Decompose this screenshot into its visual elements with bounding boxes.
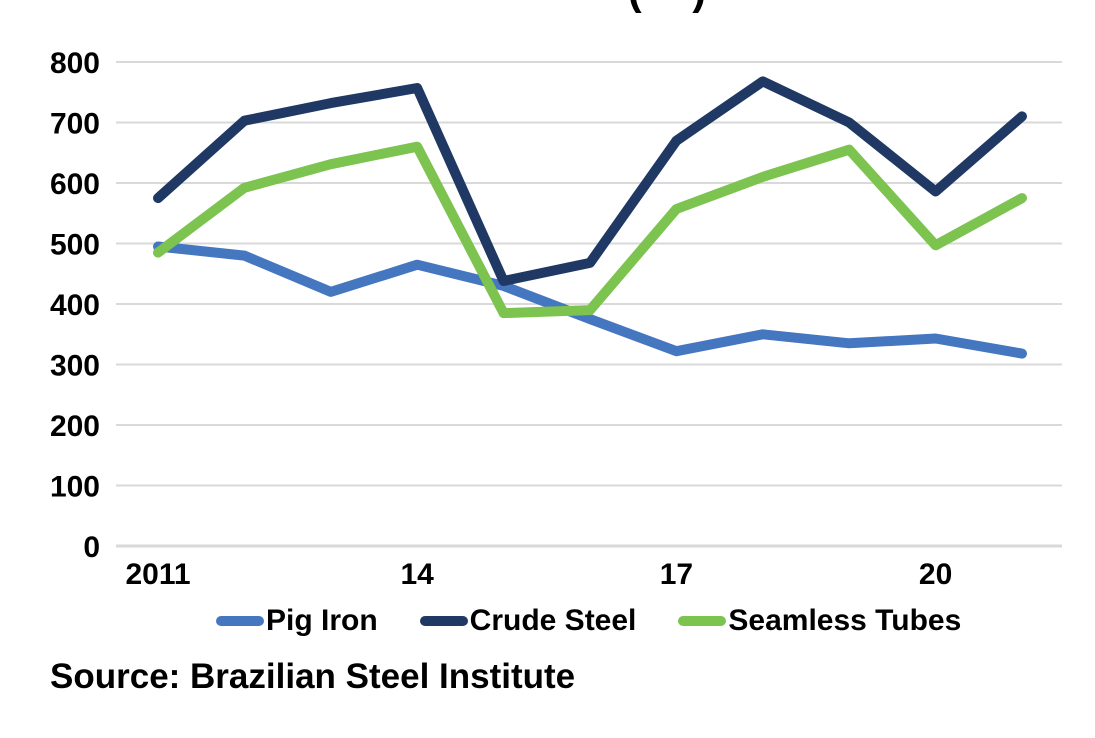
title-paren-close: ) bbox=[692, 0, 706, 13]
title-paren-open: ( bbox=[628, 0, 642, 13]
y-axis-tick-label: 500 bbox=[50, 229, 100, 262]
legend-item-pig-iron: Pig Iron bbox=[216, 604, 378, 638]
x-axis-tick-label: 14 bbox=[401, 558, 435, 591]
source-attribution: Source: Brazilian Steel Institute bbox=[50, 657, 576, 696]
pig-iron-swatch-icon bbox=[216, 616, 264, 626]
seamless-tubes-swatch-icon bbox=[678, 616, 727, 626]
y-axis-tick-label: 800 bbox=[50, 47, 100, 80]
legend-item-crude-steel: Crude Steel bbox=[419, 604, 637, 638]
x-axis-tick-label: 2011 bbox=[125, 558, 190, 591]
chart-title-clipped: ( ) bbox=[628, 0, 706, 13]
y-axis-tick-label: 400 bbox=[50, 289, 100, 322]
legend-label-pig-iron: Pig Iron bbox=[266, 604, 378, 637]
pig-iron-line bbox=[153, 241, 1027, 359]
y-axis-tick-label: 200 bbox=[50, 410, 100, 443]
y-axis-tick-label: 0 bbox=[83, 531, 100, 564]
chart-legend: Pig Iron Crude Steel Seamless Tubes bbox=[216, 602, 961, 640]
y-axis-tick-label: 600 bbox=[50, 168, 100, 201]
x-axis-tick-label: 20 bbox=[919, 558, 952, 591]
legend-label-crude-steel: Crude Steel bbox=[469, 604, 637, 637]
x-axis-tick-label: 17 bbox=[660, 558, 693, 591]
crude-steel-swatch-icon bbox=[419, 616, 468, 626]
crude-steel-line bbox=[153, 76, 1027, 286]
legend-item-seamless-tubes: Seamless Tubes bbox=[678, 604, 961, 638]
line-chart-plot: 0 100 200 300 400 500 600 700 800 2011 14 17 20 bbox=[50, 47, 1062, 591]
seamless-tubes-line bbox=[153, 141, 1027, 319]
y-axis-tick-label: 700 bbox=[50, 108, 100, 141]
legend-label-seamless-tubes: Seamless Tubes bbox=[728, 604, 962, 637]
y-axis-tick-label: 100 bbox=[50, 471, 100, 504]
y-axis-tick-label: 300 bbox=[50, 350, 100, 383]
